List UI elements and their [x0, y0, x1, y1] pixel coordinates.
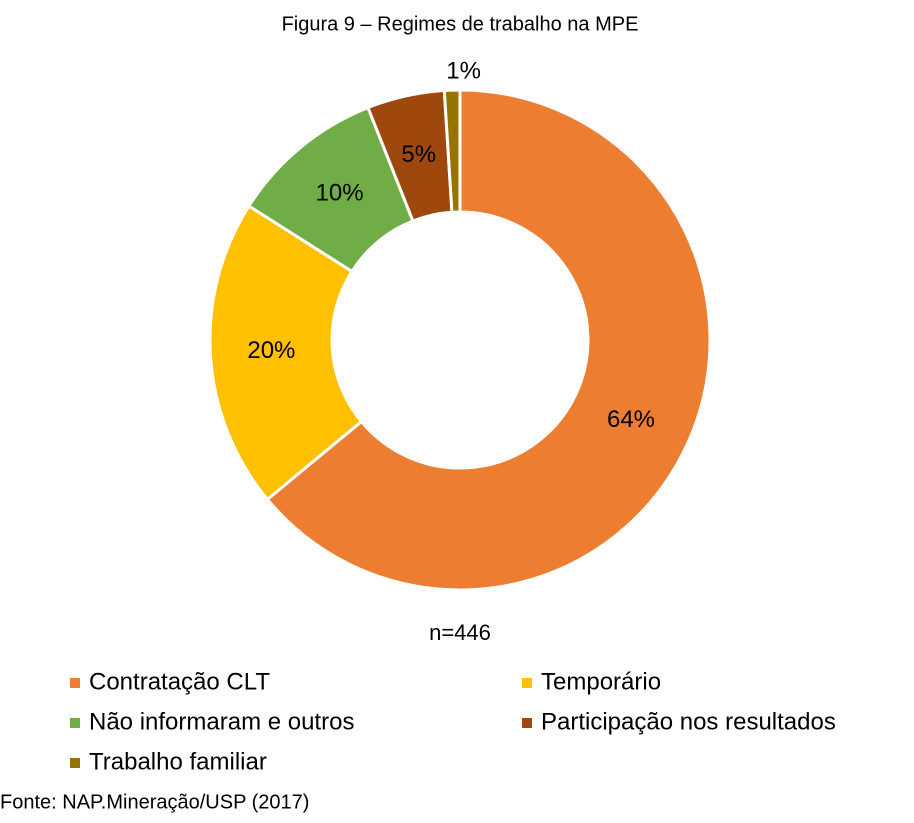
- chart-title: Figura 9 – Regimes de trabalho na MPE: [282, 13, 639, 35]
- data-label: 64%: [607, 406, 655, 433]
- slice: [265, 88, 712, 592]
- legend-swatch: [70, 758, 80, 768]
- data-label: 1%: [446, 57, 481, 84]
- legend-swatch: [70, 678, 80, 688]
- data-label: 10%: [316, 180, 364, 207]
- source: Fonte: NAP.Mineração/USP (2017): [0, 791, 309, 813]
- slice: [442, 88, 462, 214]
- legend-swatch: [70, 718, 80, 728]
- legend-label: Participação nos resultados: [541, 708, 836, 735]
- legend-label: Não informaram e outros: [89, 708, 354, 735]
- legend-label: Temporário: [541, 668, 661, 695]
- slice: [208, 203, 364, 502]
- legend-swatch: [522, 718, 532, 728]
- legend-label: Contratação CLT: [89, 668, 270, 695]
- data-label: 5%: [401, 141, 436, 168]
- annotation: n=446: [429, 620, 491, 645]
- legend-label: Trabalho familiar: [89, 748, 267, 775]
- data-label: 20%: [247, 337, 295, 364]
- legend-swatch: [522, 678, 532, 688]
